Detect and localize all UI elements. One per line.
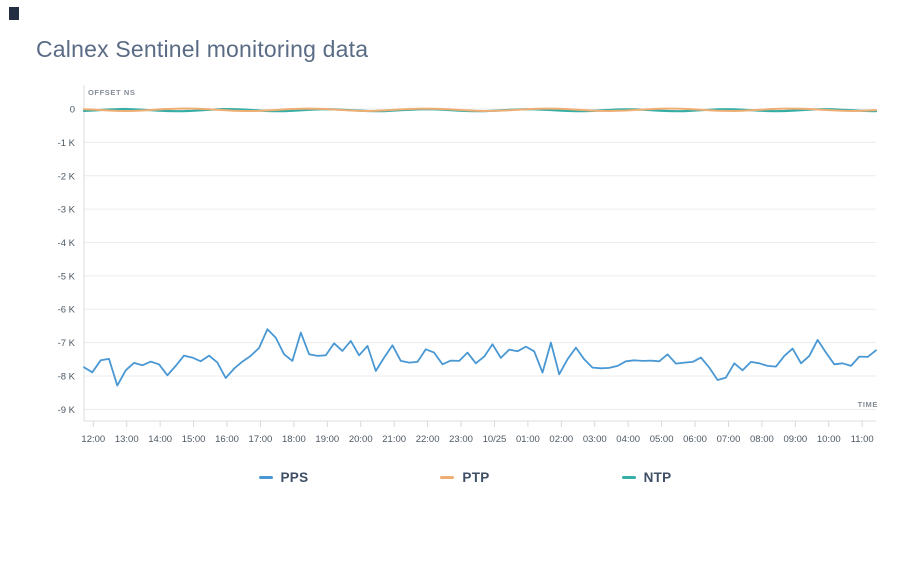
svg-text:13:00: 13:00 — [115, 434, 139, 445]
svg-text:04:00: 04:00 — [616, 434, 640, 445]
series-line-ptp — [83, 107, 877, 112]
legend-label-ntp: NTP — [643, 470, 672, 485]
legend-label-ptp: PTP — [462, 470, 490, 485]
svg-text:03:00: 03:00 — [583, 434, 607, 445]
svg-text:-3 K: -3 K — [58, 205, 76, 216]
svg-text:20:00: 20:00 — [349, 434, 373, 445]
svg-text:08:00: 08:00 — [750, 434, 774, 445]
svg-text:-4 K: -4 K — [58, 238, 76, 249]
svg-text:10/25: 10/25 — [483, 434, 507, 445]
svg-text:07:00: 07:00 — [717, 434, 741, 445]
svg-text:-7 K: -7 K — [58, 338, 76, 349]
svg-text:09:00: 09:00 — [783, 434, 807, 445]
svg-text:11:00: 11:00 — [851, 434, 874, 445]
svg-text:21:00: 21:00 — [382, 434, 406, 445]
svg-text:19:00: 19:00 — [315, 434, 339, 445]
svg-text:01:00: 01:00 — [516, 434, 540, 445]
chart-legend: PPS PTP NTP — [0, 470, 916, 485]
svg-text:0: 0 — [70, 105, 75, 116]
svg-text:10:00: 10:00 — [817, 434, 841, 445]
legend-item-pps[interactable]: PPS — [258, 470, 309, 485]
svg-text:22:00: 22:00 — [416, 434, 440, 445]
svg-text:-6 K: -6 K — [58, 305, 76, 316]
svg-text:-9 K: -9 K — [58, 405, 76, 416]
legend-label-pps: PPS — [280, 470, 309, 485]
legend-item-ntp[interactable]: NTP — [621, 470, 672, 485]
svg-text:-8 K: -8 K — [58, 371, 76, 382]
pps-line-swatch-icon — [258, 476, 273, 479]
ntp-line-swatch-icon — [621, 476, 636, 479]
svg-text:14:00: 14:00 — [148, 434, 172, 445]
svg-text:-1 K: -1 K — [58, 138, 76, 149]
chart-series — [82, 107, 878, 387]
svg-text:16:00: 16:00 — [215, 434, 239, 445]
page-title: Calnex Sentinel monitoring data — [36, 36, 369, 62]
svg-text:-5 K: -5 K — [58, 271, 76, 282]
svg-text:-2 K: -2 K — [58, 171, 76, 182]
svg-text:15:00: 15:00 — [182, 434, 206, 445]
svg-text:02:00: 02:00 — [549, 434, 573, 445]
ptp-line-swatch-icon — [440, 476, 455, 479]
svg-text:12:00: 12:00 — [81, 434, 105, 445]
gridlines — [83, 85, 876, 427]
y-axis-title: OFFSET NS — [88, 88, 136, 97]
series-line-pps — [83, 328, 877, 387]
svg-text:23:00: 23:00 — [449, 434, 473, 445]
svg-text:06:00: 06:00 — [683, 434, 707, 445]
line-chart: 0 -1 K -2 K -3 K -4 K -5 K -6 K -7 K -8 K -9 K 12:… — [58, 85, 878, 445]
corner-mark — [9, 7, 19, 20]
legend-item-ptp[interactable]: PTP — [440, 470, 489, 485]
x-axis-title: TIME — [858, 400, 878, 409]
svg-text:05:00: 05:00 — [650, 434, 674, 445]
svg-text:17:00: 17:00 — [249, 434, 273, 445]
svg-text:18:00: 18:00 — [282, 434, 306, 445]
axis-tick-labels: 0 -1 K -2 K -3 K -4 K -5 K -6 K -7 K -8 K -9 K 12:… — [58, 105, 874, 445]
